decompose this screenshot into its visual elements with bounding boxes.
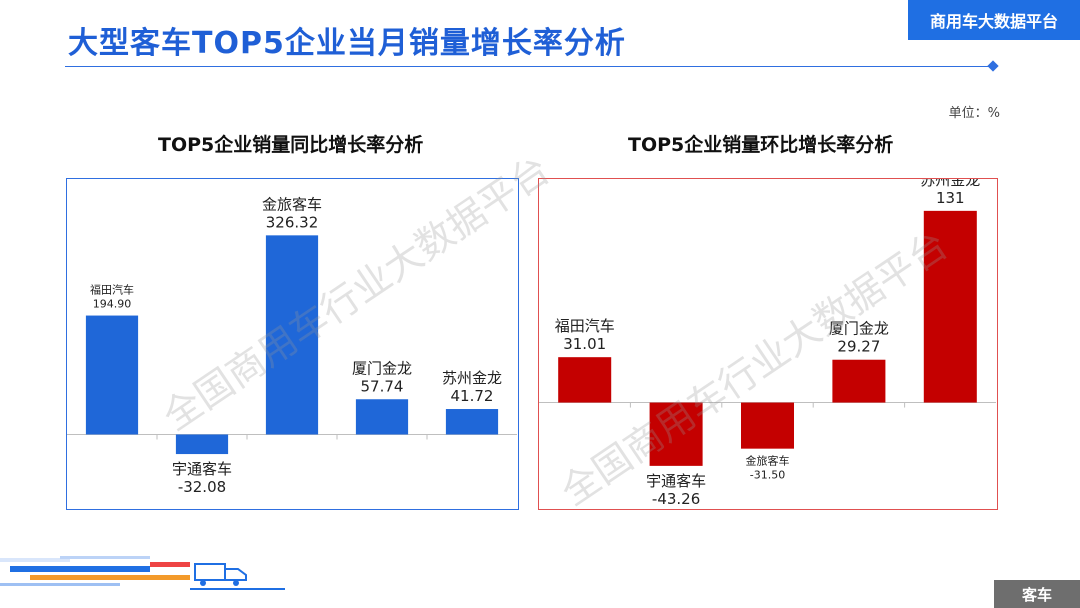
bar-3: [265, 235, 319, 435]
category-label: 宇通客车: [172, 460, 232, 478]
bar-5: [445, 409, 499, 435]
yoy-chart-title: TOP5企业销量同比增长率分析: [158, 134, 424, 156]
mom-chart-panel: 福田汽车 31.01 宇通客车 -43.26 金旅客车 -31.50 厦门金龙 29.27 苏州…: [538, 178, 998, 510]
brand-badge: 商用车大数据平台: [908, 0, 1080, 40]
category-label: 金旅客车: [746, 454, 790, 468]
truck-icon: [194, 563, 247, 586]
mom-chart-title: TOP5企业销量环比增长率分析: [628, 134, 894, 156]
title-divider: [65, 66, 995, 67]
bar-2: [649, 402, 703, 466]
category-label: 厦门金龙: [352, 359, 412, 377]
truck-banner-graphic: [0, 556, 285, 590]
bar-5: [923, 210, 977, 403]
bar-4: [832, 359, 886, 403]
category-label: 厦门金龙: [829, 320, 889, 338]
data-label: 131: [936, 189, 965, 207]
category-label: 宇通客车: [646, 472, 706, 490]
unit-label: 单位：%: [948, 106, 1000, 121]
category-label: 苏州金龙: [920, 179, 980, 189]
data-label: 194.90: [93, 298, 132, 311]
bar-4: [355, 399, 409, 435]
bar-1: [558, 357, 612, 403]
data-label: -32.08: [178, 478, 226, 496]
bar-2: [175, 434, 229, 455]
data-label: 29.27: [837, 338, 880, 356]
category-label: 苏州金龙: [442, 369, 502, 387]
bar-1: [85, 315, 139, 435]
data-label: -31.50: [750, 469, 785, 482]
bar-3: [740, 402, 795, 449]
category-label: 金旅客车: [262, 195, 322, 213]
yoy-chart-panel: 福田汽车 194.90 宇通客车 -32.08 金旅客车 326.32 厦门金龙 57.74 苏…: [66, 178, 519, 510]
data-label: 57.74: [361, 377, 404, 395]
category-label: 福田汽车: [555, 317, 615, 335]
page-title: 大型客车TOP5企业当月销量增长率分析: [68, 26, 626, 61]
divider-end-marker: [987, 60, 999, 72]
category-label: 福田汽车: [90, 283, 134, 297]
data-label: -43.26: [652, 490, 700, 508]
data-label: 41.72: [451, 387, 494, 405]
data-label: 31.01: [563, 335, 606, 353]
data-label: 326.32: [266, 213, 319, 231]
category-tag: 客车: [994, 580, 1080, 608]
